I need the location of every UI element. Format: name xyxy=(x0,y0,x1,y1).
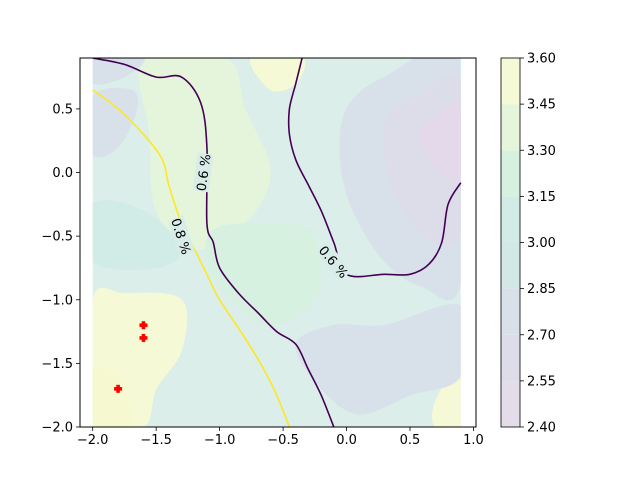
x-tick-label: 0.5 xyxy=(400,433,421,448)
colorbar-tick-label: 3.00 xyxy=(527,236,556,251)
plot-area: 0.6 %0.6 %0.8 % xyxy=(92,58,462,427)
colorbar-tick-label: 3.60 xyxy=(527,52,556,67)
colorbar-segment xyxy=(501,150,520,197)
colorbar-segment xyxy=(501,288,520,335)
colorbar-segment xyxy=(501,104,520,151)
x-tick-label: −1.5 xyxy=(140,433,172,448)
red-marker xyxy=(139,321,148,330)
y-axis: 0.5 0.0 −0.5 −1.0 −1.5 −2.0 xyxy=(41,102,80,436)
contour-fill-region xyxy=(204,222,322,326)
x-tick-label: −1.0 xyxy=(204,433,236,448)
y-tick-label: −1.5 xyxy=(41,357,73,372)
contour-label-group: 0.6 % xyxy=(192,152,215,193)
contour-label-backing xyxy=(315,241,353,282)
contour-fill-region xyxy=(92,87,139,158)
contour-fill-region xyxy=(92,58,145,85)
colorbar-segment xyxy=(501,196,520,243)
contour-fill-region xyxy=(92,200,182,270)
colorbar-tick-label: 3.45 xyxy=(527,98,556,113)
y-tick-label: −1.0 xyxy=(41,293,73,308)
y-tick-label: 0.0 xyxy=(52,166,73,181)
colorbar-segment xyxy=(501,58,520,105)
contour-labels: 0.6 %0.6 %0.8 % xyxy=(167,152,353,282)
colorbar-tick-label: 2.55 xyxy=(527,374,556,389)
red-marker xyxy=(114,384,123,393)
y-tick-label: −2.0 xyxy=(41,421,73,436)
colorbar-segment xyxy=(501,380,520,427)
contour-label: 0.6 % xyxy=(195,153,215,192)
contour-label-backing xyxy=(192,152,214,193)
x-tick-label: 0.0 xyxy=(336,433,357,448)
contour-fills xyxy=(92,58,461,427)
colorbar-tick-label: 2.40 xyxy=(527,421,556,436)
colorbar-tick-label: 3.15 xyxy=(527,190,556,205)
marker-bar-v xyxy=(141,321,146,330)
colorbar-tick-label: 2.85 xyxy=(527,282,556,297)
y-tick-label: 0.5 xyxy=(52,102,73,117)
contour-lines xyxy=(92,58,462,427)
marker-bar-v xyxy=(141,333,146,342)
plot-frame xyxy=(79,57,477,428)
colorbar-segment xyxy=(501,242,520,289)
colorbar-tick-label: 3.30 xyxy=(527,144,556,159)
x-tick-label: −2.0 xyxy=(77,433,109,448)
marker-bar-v xyxy=(116,384,120,393)
contour-line xyxy=(92,89,291,427)
y-tick-label: −0.5 xyxy=(41,230,73,245)
colorbar: 2.40 2.55 2.70 2.85 3.00 3.15 3.30 3.45 3.60 xyxy=(500,52,556,436)
colorbar-tick-label: 2.70 xyxy=(527,328,556,343)
x-axis: −2.0 −1.5 −1.0 −0.5 0.0 0.5 1.0 xyxy=(77,427,484,448)
contour-label-backing xyxy=(168,215,195,257)
colorbar-segment xyxy=(501,334,520,381)
contour-line xyxy=(287,58,462,278)
red-markers xyxy=(114,321,148,393)
red-marker xyxy=(139,333,148,342)
contour-fill-region xyxy=(419,101,461,182)
contour-fill-region xyxy=(92,365,132,427)
x-tick-label: 1.0 xyxy=(463,433,484,448)
contour-fill-region xyxy=(295,304,461,415)
x-tick-label: −0.5 xyxy=(267,433,299,448)
contour-line xyxy=(92,58,335,427)
